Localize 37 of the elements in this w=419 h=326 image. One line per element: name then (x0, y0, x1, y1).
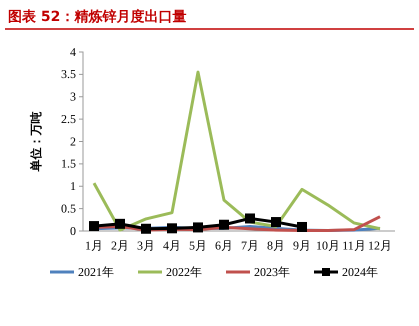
legend-label: 2024年 (342, 265, 378, 279)
y-tick-label: 0.5 (61, 201, 76, 216)
x-tick-label: 11月 (342, 238, 366, 253)
x-tick-label: 12月 (368, 238, 392, 253)
x-tick-label: 3月 (137, 238, 155, 253)
point (219, 220, 229, 230)
point (89, 221, 99, 232)
y-tick-label: 2.5 (61, 112, 76, 126)
chart-title: 图表 52：精炼锌月度出口量 (8, 8, 186, 25)
legend-label: 2023年 (254, 265, 290, 279)
x-tick-label: 9月 (293, 238, 311, 253)
y-tick-label: 0 (70, 224, 76, 238)
point (115, 218, 125, 229)
x-tick-label: 6月 (215, 238, 233, 253)
legend-label: 2022年 (166, 265, 202, 279)
point (297, 222, 307, 232)
x-tick-label: 5月 (189, 238, 207, 253)
y-tick-label: 2 (70, 134, 76, 148)
y-axis-title: 单位：万吨 (29, 112, 43, 172)
legend-label: 2021年 (78, 265, 114, 279)
y-tick-label: 3.5 (61, 67, 76, 82)
line-series (92, 70, 382, 232)
point (193, 222, 203, 232)
x-tick-label: 7月 (241, 238, 259, 253)
y-tick-label: 1.5 (61, 156, 76, 171)
x-tick-label: 2月 (111, 238, 129, 253)
x-tick-label: 4月 (163, 238, 181, 253)
point (245, 213, 255, 224)
y-tick-label: 1 (70, 179, 76, 194)
y-tick-label: 4 (70, 44, 76, 59)
point (167, 223, 177, 234)
point (271, 217, 281, 228)
y-tick-label: 3 (70, 90, 76, 104)
point (141, 224, 151, 234)
x-tick-label: 8月 (267, 238, 285, 253)
x-tick-label: 1月 (85, 238, 103, 253)
x-tick-label: 10月 (316, 238, 340, 253)
